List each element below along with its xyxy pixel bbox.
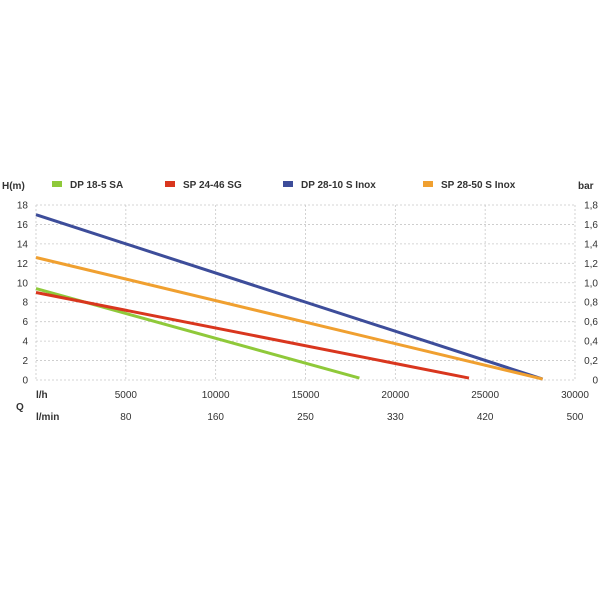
y-right-tick-label: 0,4 (584, 337, 598, 348)
x-tick-label: 30000 (561, 390, 589, 401)
x-tick-label: 20000 (381, 390, 409, 401)
y-right-tick-label: 0,6 (584, 317, 598, 328)
legend-label: SP 24-46 SG (183, 180, 242, 191)
y-tick-label: 0 (22, 376, 28, 387)
y-right-label: bar (578, 181, 594, 192)
y-right-tick-label: 1,2 (584, 259, 598, 270)
legend: DP 18-5 SA SP 24-46 SG DP 28-10 S Inox SP 2… (52, 180, 516, 191)
x2-tick-label: 250 (297, 412, 314, 423)
legend-swatch (423, 181, 433, 187)
y-tick-label: 16 (17, 220, 29, 231)
y-tick-label: 12 (17, 259, 29, 270)
x2-tick-label: 420 (477, 412, 494, 423)
y-tick-label: 8 (22, 298, 28, 309)
y-left-label: H(m) (2, 181, 25, 192)
legend-swatch (52, 181, 62, 187)
y-tick-label: 2 (22, 356, 28, 367)
x-unit-label: l/h (36, 390, 48, 401)
series-lines (35, 213, 544, 381)
y-tick-label: 10 (17, 278, 29, 289)
y-tick-label: 14 (17, 239, 29, 250)
x2-tick-label: 160 (207, 412, 224, 423)
y-tick-label: 4 (22, 337, 28, 348)
x2-tick-label: 330 (387, 412, 404, 423)
legend-label: SP 28-50 S Inox (441, 180, 516, 191)
x-tick-label: 5000 (115, 390, 138, 401)
grid (35, 204, 576, 381)
y-right-tick-label: 0,8 (584, 298, 598, 309)
y-tick-label: 18 (17, 201, 29, 212)
x-tick-label: 10000 (202, 390, 230, 401)
y-right-tick-label: 0 (592, 376, 598, 387)
y-right-tick-label: 1,4 (584, 239, 598, 250)
x2-tick-label: 80 (120, 412, 132, 423)
y-right-tick-label: 1,6 (584, 220, 598, 231)
y-right-tick-label: 0,2 (584, 356, 598, 367)
tick-labels: 0 0 2 0,2 4 0,4 6 0,6 8 0,8 10 1,0 12 1,2 14 1,4 16 1,6 18… (17, 201, 599, 424)
series-line (35, 213, 544, 381)
series-line (35, 256, 544, 381)
series-line (35, 291, 470, 380)
legend-swatch (283, 181, 293, 187)
legend-label: DP 18-5 SA (70, 180, 123, 191)
x2-tick-label: 500 (567, 412, 584, 423)
legend-label: DP 28-10 S Inox (301, 180, 376, 191)
y-right-tick-label: 1,0 (584, 278, 598, 289)
y-right-tick-label: 1,8 (584, 201, 598, 212)
x2-unit-label: l/min (36, 412, 59, 423)
q-label: Q (16, 402, 24, 413)
legend-swatch (165, 181, 175, 187)
y-tick-label: 6 (22, 317, 28, 328)
x-tick-label: 25000 (471, 390, 499, 401)
x-tick-label: 15000 (292, 390, 320, 401)
